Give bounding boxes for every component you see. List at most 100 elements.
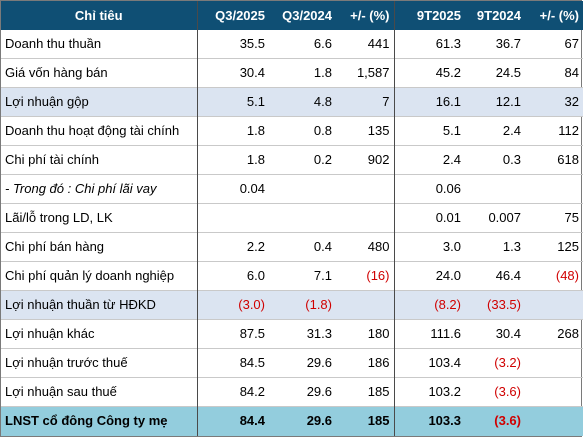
cell-q3-2024: 0.4 <box>313 239 332 254</box>
cell-q3-2024: 29.6 <box>269 406 336 436</box>
cell-q-change: 441 <box>336 30 395 59</box>
cell-q3-2024: 0.8 <box>313 123 332 138</box>
row-label: Lợi nhuận gộp <box>1 87 198 117</box>
table-row: Lợi nhuận thuần từ HĐKD (3.0) (1.8) (8.2) (3… <box>1 290 583 320</box>
table-row: Chi phí tài chính 1.8 0.2 902 2.4 0.3 618 <box>1 145 583 175</box>
cell-ytd-change <box>525 349 583 378</box>
cell-q3-2024 <box>269 175 336 204</box>
cell-9t-2025: 3.0 <box>442 239 461 254</box>
table-row: Chi phí quản lý doanh nghiệp 6.0 7.1 (16) 24… <box>1 261 583 291</box>
cell-ytd-change <box>525 290 583 320</box>
cell-q-change: 185 <box>336 377 395 407</box>
cell-9t-2025: 16.1 <box>394 87 465 117</box>
cell-9t-2025: 45.2 <box>435 65 461 80</box>
cell-9t-2025: 103.4 <box>428 355 461 370</box>
cell-q-change: (16) <box>336 261 395 291</box>
cell-ytd-change: (48) <box>555 268 579 283</box>
cell-q-change: 186 <box>336 348 395 378</box>
cell-q3-2025 <box>197 204 269 233</box>
cell-q3-2025: 5.1 <box>197 87 269 117</box>
row-label: - Trong đó : Chi phí lãi vay <box>1 174 198 204</box>
cell-q-change: 7 <box>336 87 395 117</box>
cell-q3-2024: 0.2 <box>313 152 332 167</box>
table-row: Lợi nhuận khác 87.5 31.3 180 111.6 30.4 268 <box>1 319 583 349</box>
row-label: Chi phí bán hàng <box>1 232 198 262</box>
table-row: Lợi nhuận sau thuế 84.2 29.6 185 103.2 (3.6) <box>1 377 583 407</box>
cell-ytd-change: 84 <box>564 65 579 80</box>
cell-9t-2024: 36.7 <box>495 36 521 51</box>
row-label: Doanh thu thuần <box>1 30 198 59</box>
cell-q3-2024: 4.8 <box>269 87 336 117</box>
header-9t-2025: 9T2025 <box>394 1 465 30</box>
cell-q3-2025: 84.2 <box>239 384 265 399</box>
cell-q3-2025: 35.5 <box>239 36 265 51</box>
table-row: LNST cổ đông Công ty mẹ 84.4 29.6 185 103.3(… <box>1 406 583 436</box>
cell-q3-2024: 29.6 <box>306 384 332 399</box>
cell-ytd-change: 618 <box>557 152 579 167</box>
cell-q-change <box>336 203 395 233</box>
cell-9t-2024: (33.5) <box>465 290 525 320</box>
header-q3-2024: Q3/2024 <box>269 1 336 30</box>
table-row: Chi phí bán hàng 2.2 0.4 480 3.0 1.3 125 <box>1 232 583 262</box>
cell-q-change <box>336 290 395 320</box>
cell-9t-2025: 61.3 <box>435 36 461 51</box>
row-label: Lãi/lỗ trong LD, LK <box>1 203 198 233</box>
cell-q3-2025: 84.4 <box>197 406 269 436</box>
cell-9t-2024: 1.3 <box>502 239 521 254</box>
cell-q3-2025: 0.04 <box>239 181 265 196</box>
cell-9t-2024: (3.6) <box>465 406 525 436</box>
cell-q-change: 185 <box>336 406 395 436</box>
cell-9t-2025: 5.1 <box>442 123 461 138</box>
cell-q-change: 180 <box>336 319 395 349</box>
cell-q-change: 135 <box>336 116 395 146</box>
cell-9t-2024: 0.007 <box>488 210 521 225</box>
cell-q-change <box>336 174 395 204</box>
row-label: Giá vốn hàng bán <box>1 58 198 88</box>
table-row: - Trong đó : Chi phí lãi vay 0.04 0.06 <box>1 174 583 204</box>
cell-ytd-change: 75 <box>564 210 579 225</box>
header-row: Chỉ tiêu Q3/2025 Q3/2024 +/- (%) 9T2025 … <box>1 1 583 30</box>
row-label: Chi phí tài chính <box>1 145 198 175</box>
cell-q3-2025: (3.0) <box>197 290 269 320</box>
cell-q3-2024: 31.3 <box>306 326 332 341</box>
cell-ytd-change <box>525 406 583 436</box>
cell-9t-2025: 111.6 <box>430 326 461 341</box>
cell-ytd-change: 268 <box>557 326 579 341</box>
cell-9t-2024: 30.4 <box>495 326 521 341</box>
header-ytd-change: +/- (%) <box>525 1 583 30</box>
table-row: Giá vốn hàng bán 30.4 1.8 1,587 45.2 24.5 84 <box>1 58 583 88</box>
cell-9t-2025: 103.3 <box>394 406 465 436</box>
cell-9t-2025: 2.4 <box>442 152 461 167</box>
table-row: Doanh thu hoạt động tài chính 1.8 0.8 135 5.… <box>1 116 583 146</box>
header-q-change: +/- (%) <box>336 1 395 30</box>
cell-q3-2024: 1.8 <box>313 65 332 80</box>
cell-q3-2025: 1.8 <box>246 123 265 138</box>
row-label: Chi phí quản lý doanh nghiệp <box>1 261 198 291</box>
cell-9t-2024: 24.5 <box>495 65 521 80</box>
cell-9t-2024: 2.4 <box>502 123 521 138</box>
table-row: Lợi nhuận gộp 5.1 4.8 7 16.1 12.1 32 <box>1 87 583 117</box>
row-label: Lợi nhuận trước thuế <box>1 348 198 378</box>
cell-q3-2025: 87.5 <box>239 326 265 341</box>
cell-q-change: 1,587 <box>336 58 395 88</box>
cell-q3-2024: (1.8) <box>269 290 336 320</box>
header-label: Chỉ tiêu <box>1 1 198 30</box>
cell-9t-2024: 0.3 <box>502 152 521 167</box>
row-label: Lợi nhuận thuần từ HĐKD <box>1 290 198 320</box>
row-label: LNST cổ đông Công ty mẹ <box>1 406 198 436</box>
cell-q3-2025: 6.0 <box>246 268 265 283</box>
table-row: Doanh thu thuần 35.5 6.6 441 61.3 36.7 67 <box>1 30 583 59</box>
cell-q3-2025: 30.4 <box>239 65 265 80</box>
cell-9t-2024: 46.4 <box>495 268 521 283</box>
cell-q-change: 480 <box>336 232 395 262</box>
cell-ytd-change: 125 <box>557 239 579 254</box>
cell-ytd-change: 112 <box>558 123 579 138</box>
cell-q3-2024: 6.6 <box>313 36 332 51</box>
cell-9t-2025: 0.01 <box>435 210 461 225</box>
cell-ytd-change: 32 <box>525 87 583 117</box>
header-9t-2024: 9T2024 <box>465 1 525 30</box>
cell-q3-2025: 2.2 <box>246 239 265 254</box>
header-q3-2025: Q3/2025 <box>197 1 269 30</box>
